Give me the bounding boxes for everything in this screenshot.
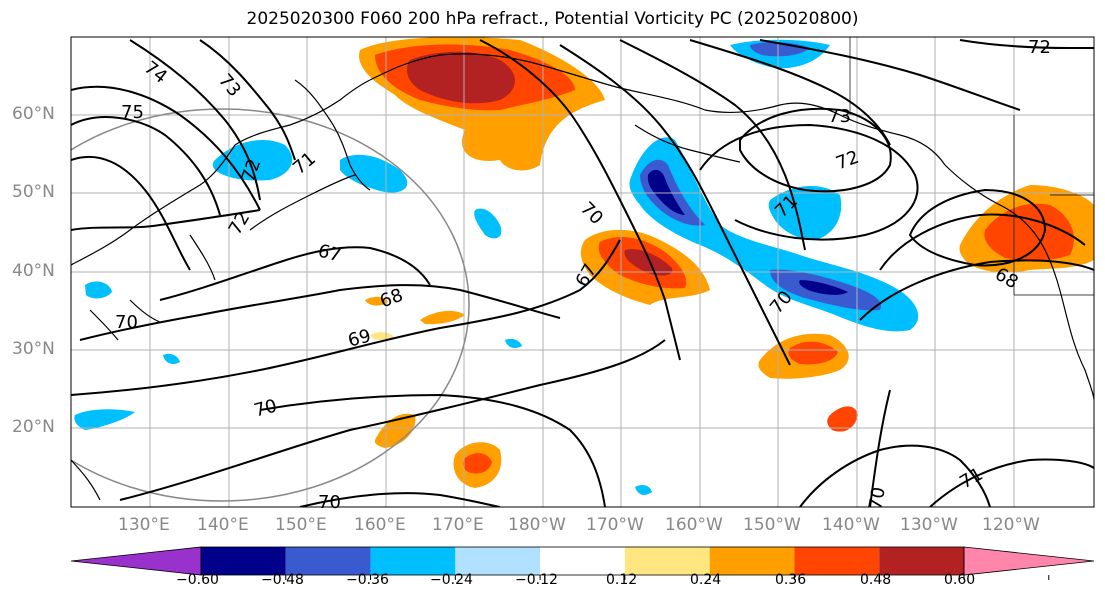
- colorbar-tick-label: 0.24: [690, 572, 722, 588]
- lon-label: 150°W: [743, 515, 801, 535]
- lon-label: 160°E: [354, 515, 406, 535]
- colorbar-tick-label: 0.12: [606, 572, 638, 588]
- contour-label: 73: [828, 106, 851, 127]
- lon-label: 140°E: [197, 515, 249, 535]
- lon-label: 140°W: [822, 515, 880, 535]
- lat-label: 40°N: [12, 261, 55, 281]
- colorbar-extend-max: [963, 546, 1095, 576]
- range-circle: [71, 108, 470, 502]
- colorbar-tick-label: 0.48: [860, 572, 892, 588]
- colorbar-segment: [285, 547, 371, 575]
- colorbar-segment: [879, 547, 964, 575]
- colorbar-segment: [794, 547, 880, 575]
- colorbar-segment: [370, 547, 456, 575]
- lon-label: 150°E: [275, 515, 327, 535]
- lon-label: 130°E: [118, 515, 170, 535]
- colorbar-tick-label: 0.36: [775, 572, 807, 588]
- colorbar-segment: [540, 547, 625, 575]
- lat-label: 30°N: [12, 339, 55, 359]
- contour-label: 70: [115, 312, 138, 333]
- map-title: 2025020300 F060 200 hPa refract., Potent…: [246, 9, 859, 29]
- colorbar-outline: [200, 546, 965, 576]
- colorbar-segment: [709, 547, 795, 575]
- contour-label: 75: [121, 102, 144, 123]
- coastlines: [71, 53, 1094, 501]
- lon-label: 180°W: [508, 515, 566, 535]
- lon-label: 120°W: [982, 515, 1040, 535]
- colorbar-tick-label: −0.12: [515, 572, 558, 588]
- refractivity-contours: [71, 39, 1094, 507]
- colorbar-segment: [455, 547, 541, 575]
- lon-label: 170°W: [586, 515, 644, 535]
- colorbar-segment: [624, 547, 710, 575]
- lat-label: 20°N: [12, 417, 55, 437]
- lat-label: 60°N: [12, 104, 55, 124]
- colorbar-tick-label: −0.48: [261, 572, 304, 588]
- contour-label: 70: [865, 485, 890, 512]
- colorbar-tick-label: −0.36: [346, 572, 389, 588]
- contour-label: 70: [318, 492, 341, 513]
- colorbar: [70, 546, 1095, 580]
- colorbar-tick-label: −0.24: [430, 572, 473, 588]
- colorbar-tick-label: −0.60: [176, 572, 219, 588]
- colorbar-tick-label: 0.60: [944, 572, 976, 588]
- colorbar-extend-min: [70, 546, 202, 576]
- lon-label: 170°E: [432, 515, 484, 535]
- lat-label: 50°N: [12, 182, 55, 202]
- contour-label: 72: [1028, 37, 1051, 58]
- colorbar-segment: [201, 547, 286, 575]
- lon-label: 160°W: [665, 515, 723, 535]
- lon-label: 130°W: [900, 515, 958, 535]
